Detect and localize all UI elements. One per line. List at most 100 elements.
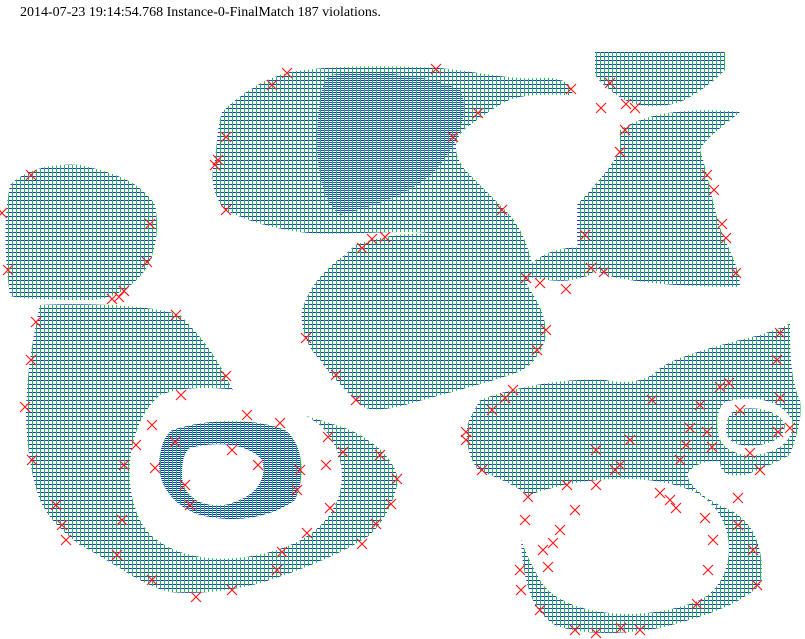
violation-marker <box>590 627 602 639</box>
violation-marker <box>701 426 713 438</box>
violation-marker <box>476 464 488 476</box>
violation-marker <box>701 169 713 181</box>
violation-marker <box>149 462 161 474</box>
violation-markers <box>0 63 796 639</box>
violation-marker <box>430 63 442 75</box>
grid-region-left-ring <box>26 304 398 593</box>
violation-marker <box>226 584 238 596</box>
violation-marker <box>56 519 68 531</box>
violation-marker <box>629 102 641 114</box>
violation-marker <box>179 479 191 491</box>
violation-marker <box>118 285 130 297</box>
violation-marker <box>25 169 37 181</box>
violation-marker <box>175 389 187 401</box>
violation-marker <box>118 459 130 471</box>
violation-marker <box>50 499 62 511</box>
violation-marker <box>585 262 597 274</box>
violation-marker <box>116 514 128 526</box>
violation-marker <box>634 624 646 636</box>
violation-marker <box>337 446 349 458</box>
violation-marker <box>716 218 728 230</box>
violation-marker <box>281 67 293 79</box>
violation-marker <box>699 512 711 524</box>
violation-marker <box>350 394 362 406</box>
violation-marker <box>130 439 142 451</box>
violation-marker <box>664 494 676 506</box>
violation-marker <box>774 392 786 404</box>
violation-marker <box>146 574 158 586</box>
violation-marker <box>531 344 543 356</box>
violation-marker <box>113 291 125 303</box>
violation-marker <box>774 327 786 339</box>
violation-marker <box>751 579 763 591</box>
violation-marker <box>707 534 719 546</box>
violation-marker <box>730 267 742 279</box>
violation-marker <box>560 283 572 295</box>
violation-marker <box>595 102 607 114</box>
violation-marker <box>784 422 796 434</box>
violation-marker <box>391 473 403 485</box>
violation-marker <box>366 233 378 245</box>
violation-marker <box>554 524 566 536</box>
violation-marker <box>322 431 334 443</box>
violation-marker <box>561 479 573 491</box>
violation-marker <box>356 538 368 550</box>
violation-marker <box>747 544 759 556</box>
violation-marker <box>447 131 459 143</box>
violation-marker <box>169 436 181 448</box>
violation-marker <box>320 459 332 471</box>
violation-marker <box>379 231 391 243</box>
violation-marker <box>472 107 484 119</box>
violation-marker <box>534 277 546 289</box>
violation-marker <box>241 409 253 421</box>
violation-marker <box>579 229 591 241</box>
violation-marker <box>141 256 153 268</box>
violation-marker <box>170 309 182 321</box>
violation-marker <box>547 537 559 549</box>
violation-marker <box>684 422 696 434</box>
violation-marker <box>619 124 631 136</box>
violation-marker <box>519 514 531 526</box>
violation-marker <box>356 242 368 254</box>
violation-marker <box>271 564 283 576</box>
violation-marker <box>732 492 744 504</box>
violation-marker <box>0 207 8 219</box>
violation-marker <box>744 447 756 459</box>
violation-marker <box>30 316 42 328</box>
grid-region-center <box>301 233 546 410</box>
violation-marker <box>537 544 549 556</box>
violation-marker <box>569 624 581 636</box>
violation-marker <box>499 392 511 404</box>
violation-marker <box>330 369 342 381</box>
violation-marker <box>534 604 546 616</box>
violation-marker <box>220 370 232 382</box>
violation-marker <box>324 502 336 514</box>
violation-marker <box>714 381 726 393</box>
violation-marker <box>212 154 224 166</box>
violation-marker <box>706 441 718 453</box>
violation-marker <box>220 131 232 143</box>
violation-marker <box>620 98 632 110</box>
grid-region-left-top <box>5 164 157 300</box>
violation-marker <box>374 449 386 461</box>
violation-marker <box>565 83 577 95</box>
violation-marker <box>146 419 158 431</box>
violation-marker <box>25 354 37 366</box>
violation-marker <box>694 399 706 411</box>
violation-marker <box>60 534 72 546</box>
grid-region-top-center <box>212 66 573 290</box>
violation-marker <box>590 479 602 491</box>
violation-marker <box>266 79 278 91</box>
violation-marker <box>252 459 264 471</box>
violation-marker <box>598 266 610 278</box>
violation-marker <box>708 184 720 196</box>
violation-marker <box>111 549 123 561</box>
violation-marker <box>385 498 397 510</box>
violation-marker <box>720 232 732 244</box>
violation-marker <box>460 434 472 446</box>
violation-marker <box>604 77 616 89</box>
violation-marker <box>646 394 658 406</box>
violation-marker <box>209 159 221 171</box>
violation-marker <box>615 622 627 634</box>
